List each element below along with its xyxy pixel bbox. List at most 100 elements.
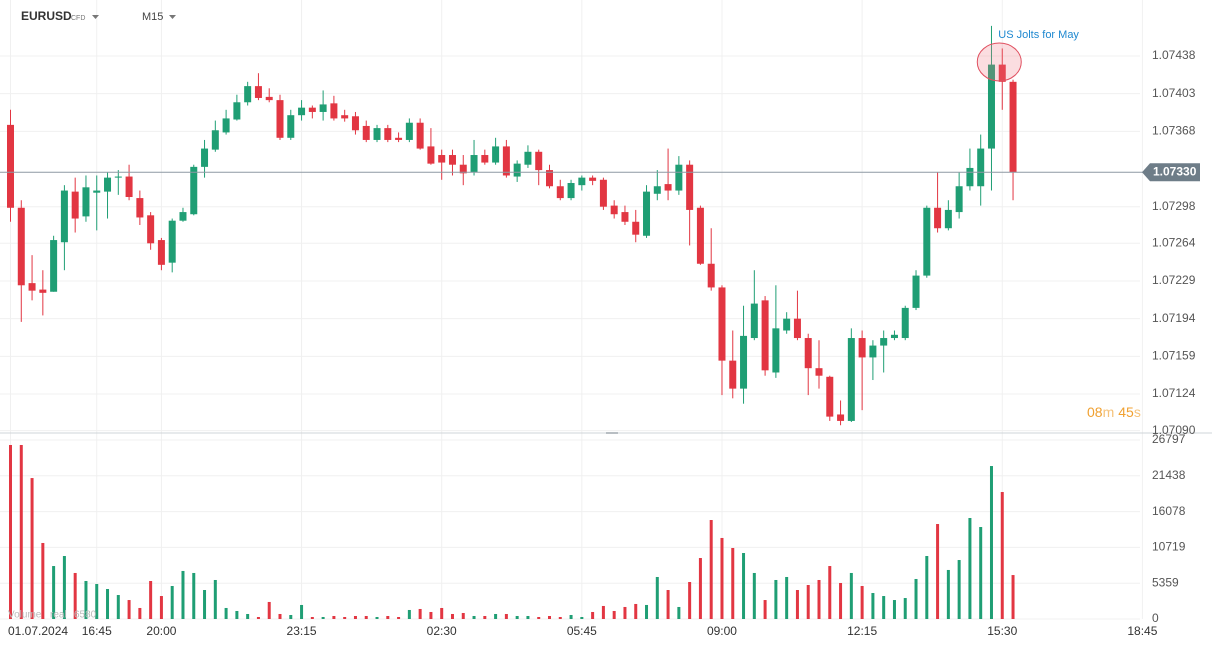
candle-body <box>201 148 209 167</box>
volume-bar <box>698 558 702 619</box>
candle-body <box>707 263 715 288</box>
candle-body <box>308 107 316 112</box>
volume-bar <box>278 613 282 619</box>
candle-body <box>405 122 413 140</box>
candle-body <box>826 376 834 417</box>
volume-bar <box>353 615 357 619</box>
candle-body <box>265 96 273 101</box>
volume-bar <box>515 615 519 619</box>
volume-bar <box>903 598 907 619</box>
volume-bar <box>688 581 692 619</box>
volume-bar <box>19 444 23 619</box>
volume-bar <box>504 613 508 619</box>
y-tick-label: 1.07298 <box>1152 199 1196 213</box>
volume-bar <box>1011 575 1015 619</box>
volume-bar <box>795 590 799 619</box>
candle-body <box>319 104 327 112</box>
candle-body <box>837 414 845 421</box>
candle-body <box>610 205 618 215</box>
candle-body <box>599 179 607 207</box>
volume-bar <box>979 527 983 619</box>
candle-body <box>880 338 888 346</box>
volume-bar <box>892 600 896 619</box>
candle-body <box>233 102 241 120</box>
x-tick-label: 15:30 <box>987 624 1017 638</box>
volume-bar <box>300 604 304 619</box>
pane-handle[interactable] <box>606 432 618 434</box>
volume-bar <box>181 570 185 619</box>
x-tick-label: 18:45 <box>1127 624 1157 638</box>
volume-bar <box>213 579 217 619</box>
volume-bar <box>170 586 174 619</box>
volume-bar <box>655 576 659 619</box>
candle-body <box>524 151 532 165</box>
volume-bar <box>41 542 45 619</box>
x-tick-label: 02:30 <box>427 624 457 638</box>
candle-body <box>632 221 640 235</box>
x-tick-label: 12:15 <box>847 624 877 638</box>
candle-body <box>470 155 478 173</box>
candle-body <box>438 155 446 163</box>
x-tick-label: 09:00 <box>707 624 737 638</box>
y2-tick-label: 26797 <box>1152 432 1186 446</box>
volume-bar <box>440 607 444 619</box>
candle-body <box>395 137 403 140</box>
candle-body <box>664 184 672 191</box>
timeframe-dropdown[interactable] <box>169 15 176 19</box>
volume-bar <box>9 444 12 619</box>
candle-body <box>772 328 780 373</box>
volume-bar <box>968 518 972 619</box>
volume-bar <box>957 560 961 619</box>
y2-tick-label: 16078 <box>1152 504 1186 518</box>
candle-body <box>718 287 726 361</box>
candle-body <box>869 345 877 358</box>
symbol[interactable]: EURUSD <box>21 9 72 23</box>
candle-body <box>901 307 909 339</box>
candle-body <box>276 100 284 138</box>
volume-bar <box>52 566 56 619</box>
candle-body <box>254 86 262 98</box>
marks <box>0 25 1146 619</box>
volume-bar <box>720 537 724 619</box>
candle-body <box>847 338 855 421</box>
candle-body <box>653 186 661 194</box>
volume-bar <box>548 615 551 619</box>
volume-bar <box>192 572 196 619</box>
candle-body <box>179 212 187 221</box>
y2-tick-label: 21438 <box>1152 468 1186 482</box>
volume-bar <box>752 572 756 619</box>
candle-body <box>621 212 629 222</box>
candle-body <box>459 164 467 174</box>
candle-body <box>82 187 90 217</box>
volume-mode: real <box>50 610 67 621</box>
volume-bar <box>1000 492 1004 619</box>
candle-body <box>696 207 704 264</box>
x-tick-label: 01.07.2024 <box>8 624 68 638</box>
y-tick-label: 1.07090 <box>1152 423 1196 437</box>
candle-body <box>912 275 920 308</box>
countdown: 08m 45s <box>1087 404 1141 420</box>
volume-bar <box>612 610 616 619</box>
candle-body <box>481 155 489 163</box>
volume-bar <box>742 553 746 619</box>
candle-body <box>384 128 392 140</box>
timeframe[interactable]: M15 <box>142 11 163 23</box>
candle-body <box>147 215 155 244</box>
symbol-dropdown[interactable] <box>92 15 99 19</box>
y-tick-label: 1.07264 <box>1152 235 1196 249</box>
candle-body <box>998 64 1006 82</box>
candle-body <box>783 318 791 331</box>
candle-body <box>211 130 219 150</box>
grid <box>0 0 1143 620</box>
countdown-part: 08 <box>1087 404 1103 420</box>
volume-bar <box>106 589 110 619</box>
candle-body <box>341 115 349 119</box>
candle-body <box>330 103 338 119</box>
y2-tick-label: 5359 <box>1152 575 1179 589</box>
volume-bar <box>946 569 950 619</box>
candle-body <box>513 163 521 177</box>
candle-body <box>750 303 758 339</box>
price-label: 1.07330 <box>1153 164 1197 178</box>
candle-body <box>686 164 694 210</box>
volume-bar <box>235 610 239 619</box>
